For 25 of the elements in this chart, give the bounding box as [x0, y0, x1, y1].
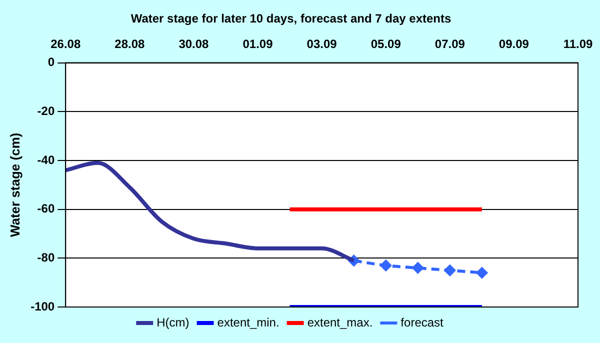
point [444, 264, 456, 276]
y-tick-label: -60 [37, 202, 55, 216]
x-tick-label: 05.09 [370, 36, 402, 51]
y-tick-label: -80 [37, 250, 55, 264]
legend-label: forecast [400, 315, 444, 330]
legend-label: extent_max. [307, 315, 373, 330]
x-tick-label: 07.09 [434, 36, 466, 51]
point [380, 260, 392, 271]
chart-title: Water stage for later 10 days, forecast and 7 day extents [130, 12, 452, 26]
x-tick-label: 03.09 [306, 36, 338, 51]
point [412, 262, 424, 274]
y-tick-label: -20 [37, 104, 55, 118]
legend-label: H(cm) [156, 315, 190, 330]
x-tick-label: 30.08 [178, 36, 210, 51]
point [476, 267, 488, 278]
y-tick-label: -40 [37, 152, 55, 167]
legend-label: extent_min. [217, 315, 280, 330]
x-tick-label: 11.09 [563, 36, 594, 51]
y-tick-label: -100 [30, 299, 55, 314]
x-tick-label: 01.09 [242, 36, 274, 51]
y-tick-label: 0 [48, 55, 55, 70]
y-axis-title: Water stage (cm) [7, 132, 22, 238]
x-tick-label: 09.09 [498, 36, 530, 51]
x-tick-label: 28.08 [114, 36, 146, 51]
x-tick-label: 26.08 [50, 36, 81, 51]
